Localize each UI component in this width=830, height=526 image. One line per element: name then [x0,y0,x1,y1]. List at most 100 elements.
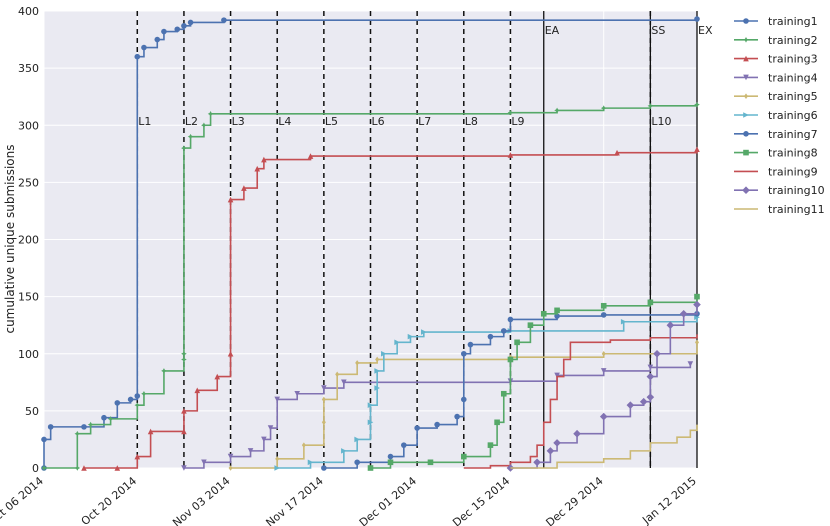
legend-label: training6 [768,109,818,122]
data-point [647,103,654,109]
vline-label-l2: L2 [185,115,198,128]
data-point [374,385,380,391]
data-point [614,149,620,156]
data-point [41,436,47,443]
data-point [460,396,467,403]
data-point [743,149,749,156]
vline-label-l9: L9 [511,115,524,128]
data-point [81,465,87,471]
data-point [201,122,207,129]
data-point [666,321,675,329]
data-point [227,196,234,203]
data-point [341,448,347,454]
data-point [573,429,581,438]
data-point [228,465,233,471]
data-point [161,28,167,35]
data-point [554,307,560,314]
data-point [274,465,281,471]
x-tick-label: Dec 15 2014 [450,474,512,526]
data-point [653,349,661,358]
data-point [687,361,694,367]
data-point [187,19,194,26]
data-point [261,436,267,443]
data-point [600,312,607,318]
data-point [227,350,234,357]
legend-item-training1: training1 [734,15,818,28]
data-point [500,390,507,397]
data-point [374,368,380,374]
data-point [639,397,648,406]
data-point [354,436,360,443]
data-point [275,456,280,462]
data-point [127,396,134,403]
y-tick-label: 400 [18,5,39,18]
data-point [355,360,360,366]
data-point [507,316,514,323]
data-point [743,131,749,137]
series-training7 [321,310,700,471]
series-training2 [41,101,700,471]
data-point [134,53,141,60]
x-tick-label: Jan 12 2015 [639,474,699,526]
data-point [460,350,467,357]
data-point [694,293,700,300]
legend-label: training3 [768,53,818,66]
data-point [694,16,700,22]
x-tick-label: Oct 06 2014 [0,474,46,526]
y-tick-label: 200 [18,234,39,247]
data-point [267,425,274,431]
vline-label-ex: EX [698,24,713,37]
data-point [375,356,380,363]
data-point [646,393,655,401]
y-tick-label: 150 [18,291,39,304]
data-point [74,430,81,437]
data-point [743,37,749,43]
y-axis: 0 50 100 150 200 250 300 350 400 [18,5,39,475]
vline-label-l5: L5 [325,115,338,128]
data-point [620,318,627,325]
vline-label-l1: L1 [138,115,151,128]
data-point [554,313,560,319]
data-point [47,424,54,430]
data-point [181,350,187,357]
y-axis-label: cumulative unique submissions [3,144,17,333]
data-point [527,322,534,328]
data-point [141,44,147,51]
legend-label: training9 [768,165,818,178]
legend: training1 training2 training3 training4 trai… [734,15,825,216]
data-point [744,93,748,99]
series-training9 [463,334,698,469]
data-point [694,101,700,108]
data-point [87,421,94,428]
legend-item-training10: training10 [734,184,825,197]
data-point [427,459,434,466]
vline-label-l7: L7 [418,115,431,128]
legend-item-training3: training3 [734,53,818,66]
legend-item-training11: training11 [734,203,825,216]
vline-label-ss: SS [651,24,665,37]
data-point [742,186,750,194]
data-point [553,439,561,447]
data-point [407,333,414,340]
data-point [321,385,327,391]
data-point [467,341,474,348]
data-point [294,390,301,397]
data-point [367,465,374,471]
data-point [743,18,749,24]
x-tick-label: Dec 29 2014 [543,474,605,526]
legend-item-training6: training6 [734,109,818,122]
x-tick-label: Nov 17 2014 [263,474,325,526]
legend-item-training2: training2 [734,34,818,47]
y-tick-label: 0 [32,462,39,475]
y-tick-label: 50 [25,405,39,418]
vline-label-l6: L6 [372,115,385,128]
data-point [134,453,141,460]
vline-label-l8: L8 [465,115,478,128]
data-point [507,109,514,116]
data-point [646,372,655,381]
data-point [421,329,427,335]
data-point [214,373,221,380]
data-point [181,408,187,414]
